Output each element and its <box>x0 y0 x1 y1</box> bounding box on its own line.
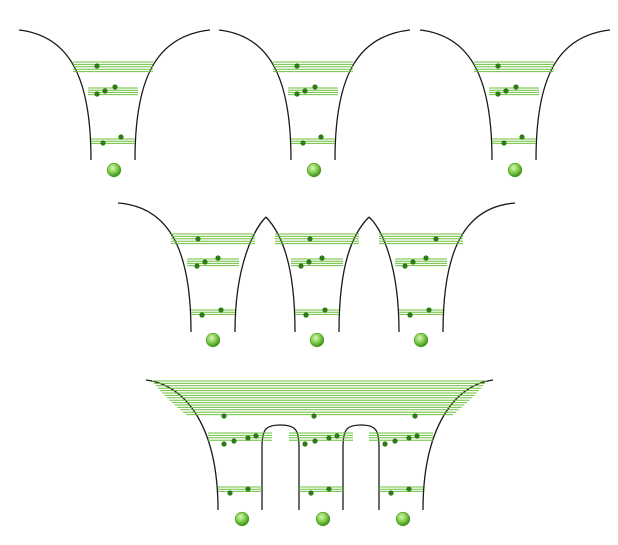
well-wall-left <box>18 29 92 161</box>
atom-well <box>275 233 359 348</box>
well-wall-left <box>419 29 493 161</box>
nucleus-sphere <box>315 511 331 527</box>
nucleus-sphere <box>413 332 429 348</box>
atom-well <box>379 233 463 348</box>
electron-dot <box>94 91 100 97</box>
nucleus-sphere <box>234 511 250 527</box>
barrier-wall <box>342 424 380 510</box>
electron-dot <box>195 236 201 242</box>
electron-dot <box>302 441 308 447</box>
electron-dot <box>215 255 221 261</box>
electron-dot <box>231 438 237 444</box>
well-wall-right <box>134 29 211 161</box>
electron-dot <box>194 263 200 269</box>
electron-dot <box>318 134 324 140</box>
nucleus-sphere <box>205 332 221 348</box>
well-wall-right <box>234 216 267 333</box>
electron-dot <box>302 88 308 94</box>
electron-dot <box>202 259 208 265</box>
electron-dot <box>300 140 306 146</box>
well-wall-right <box>422 379 494 511</box>
electron-dot <box>253 433 259 439</box>
nucleus-sphere <box>309 332 325 348</box>
electron-dot <box>495 63 501 69</box>
electron-dot <box>306 259 312 265</box>
electron-dot <box>308 490 314 496</box>
electron-dot <box>433 236 439 242</box>
electron-dot <box>414 433 420 439</box>
electron-dot <box>402 263 408 269</box>
row-isolated-atoms <box>18 29 611 178</box>
electron-dot <box>426 307 432 313</box>
electron-dot <box>412 413 418 419</box>
electron-dot <box>406 435 412 441</box>
electron-dot <box>245 486 251 492</box>
merged-wells <box>145 379 494 511</box>
nucleus-sphere <box>106 162 122 178</box>
electron-dot <box>307 236 313 242</box>
well-wall-left <box>145 379 219 511</box>
electron-dot <box>319 255 325 261</box>
electron-dot <box>495 91 501 97</box>
electron-dot <box>326 486 332 492</box>
electron-dot <box>294 63 300 69</box>
atom-well <box>171 233 255 348</box>
electron-dot <box>294 91 300 97</box>
row-weakly-coupled-atoms <box>117 202 516 348</box>
atom-well <box>208 413 272 527</box>
electron-dot <box>382 441 388 447</box>
atom-well <box>289 413 353 527</box>
atom-well <box>218 29 411 178</box>
nucleus-sphere <box>507 162 523 178</box>
electron-dot <box>245 435 251 441</box>
electron-dot <box>388 490 394 496</box>
electron-dot <box>221 441 227 447</box>
electron-dot <box>199 312 205 318</box>
electron-dot <box>392 438 398 444</box>
well-wall-right <box>442 202 516 333</box>
atom-well <box>18 29 211 178</box>
barrier-wall <box>261 424 300 510</box>
well-wall-left <box>368 216 400 333</box>
well-wall-left <box>117 202 192 333</box>
nucleus-sphere <box>306 162 322 178</box>
electron-dot <box>100 140 106 146</box>
electron-dot <box>326 435 332 441</box>
well-wall-left <box>218 29 292 161</box>
electron-dot <box>410 259 416 265</box>
electron-dot <box>423 255 429 261</box>
electron-dot <box>227 490 233 496</box>
electron-dot <box>221 413 227 419</box>
electron-dot <box>407 312 413 318</box>
nucleus-sphere <box>395 511 411 527</box>
electron-dot <box>406 486 412 492</box>
electron-dot <box>94 63 100 69</box>
electron-dot <box>513 84 519 90</box>
electron-dot <box>312 438 318 444</box>
coupled-wells <box>117 202 516 333</box>
electron-dot <box>322 307 328 313</box>
well-wall-right <box>535 29 611 161</box>
electron-dot <box>118 134 124 140</box>
electron-dot <box>312 84 318 90</box>
electron-dot <box>303 312 309 318</box>
well-wall-right <box>334 29 411 161</box>
atom-well <box>369 413 433 527</box>
well-wall-right <box>338 216 370 333</box>
electron-dot <box>501 140 507 146</box>
electron-dot <box>298 263 304 269</box>
electron-dot <box>519 134 525 140</box>
electron-dot <box>112 84 118 90</box>
row-strongly-coupled-atoms <box>145 379 494 527</box>
electron-dot <box>218 307 224 313</box>
electron-dot <box>311 413 317 419</box>
well-wall-left <box>265 216 296 333</box>
electron-dot <box>334 433 340 439</box>
atom-well <box>419 29 611 178</box>
electron-dot <box>102 88 108 94</box>
electron-dot <box>503 88 509 94</box>
